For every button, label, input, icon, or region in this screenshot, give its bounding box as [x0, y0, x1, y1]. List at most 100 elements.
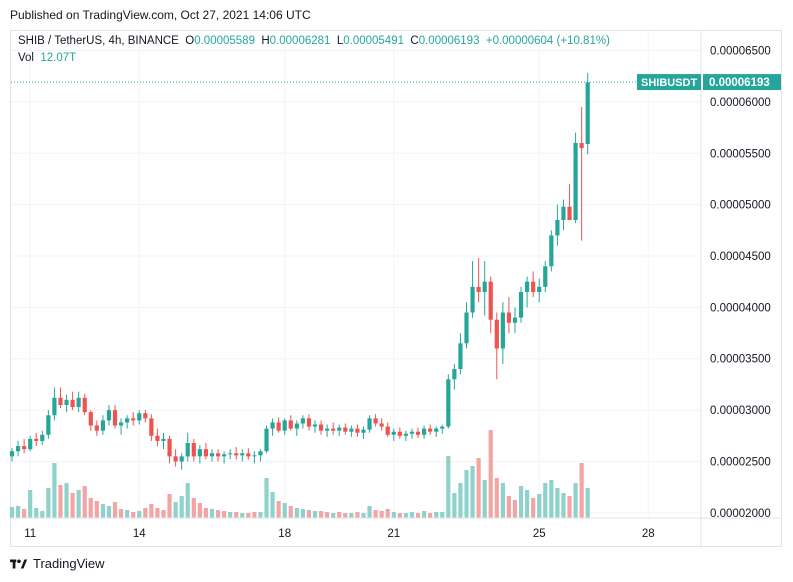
volume-bar [337, 512, 342, 518]
candle [343, 423, 348, 435]
open-label: O [185, 35, 195, 47]
candle [240, 449, 245, 462]
volume-bar [203, 508, 209, 518]
candle-body [58, 397, 63, 405]
volume-bar [361, 513, 366, 518]
candle-body [64, 399, 69, 405]
volume-bar [240, 513, 245, 518]
volume-bar [464, 470, 469, 518]
candle-body [137, 413, 142, 421]
candle [94, 420, 99, 436]
volume-bar [294, 508, 299, 518]
volume-bar [506, 496, 512, 518]
candle-body [325, 428, 330, 431]
candle-body [561, 206, 566, 221]
candle-body [537, 286, 542, 292]
candle [500, 302, 505, 364]
candle [112, 404, 118, 429]
low-value: 0.00005491 [343, 35, 404, 47]
volume-bar [185, 483, 190, 518]
volume-bar [94, 501, 99, 518]
volume-bar [276, 501, 281, 518]
candle [518, 286, 524, 323]
volume-bar [209, 509, 215, 518]
candle [40, 430, 45, 446]
price-badge-bg [703, 74, 781, 91]
candle [318, 420, 324, 435]
symbol-label[interactable]: SHIB / TetherUS, 4h, BINANCE [18, 35, 179, 47]
volume-bar [518, 486, 524, 518]
candle [137, 410, 142, 425]
volume-bar [22, 509, 27, 518]
volume-bar [434, 512, 439, 518]
candle-body [373, 418, 378, 424]
volume-bar [403, 513, 408, 518]
candle [46, 410, 51, 439]
candle-body [397, 431, 402, 436]
candle [458, 333, 463, 375]
footer-brand-label: TradingView [33, 556, 105, 571]
volume-bar [15, 506, 21, 518]
volume-bar [391, 512, 396, 518]
volume-bar [312, 511, 318, 518]
candle-body [112, 410, 118, 426]
volume-bar [215, 510, 221, 518]
price-axis: 0.00002000 0.00002500 0.00003000 0.00003500… [700, 31, 771, 546]
candle [9, 448, 15, 462]
candle [300, 415, 305, 429]
volume-bar [191, 498, 196, 518]
volume-bar [58, 485, 63, 518]
volume-bar [561, 493, 566, 518]
candle [276, 417, 281, 433]
candle [209, 449, 215, 462]
candle [58, 387, 63, 409]
candle [428, 424, 433, 435]
candle [106, 404, 112, 426]
candle-body [258, 451, 263, 456]
candle-body [403, 433, 408, 436]
candle-body [446, 379, 451, 427]
candle-body [488, 281, 493, 320]
volume-bar [246, 513, 251, 518]
candle-body [125, 418, 130, 423]
volume-bar [379, 511, 384, 518]
volume-bar [258, 512, 263, 518]
volume-bar [488, 430, 493, 518]
open-value: 0.00005589 [194, 35, 255, 47]
volume-bar [228, 512, 233, 518]
candle-body [500, 312, 505, 349]
candle [446, 374, 451, 429]
candle-body [228, 453, 233, 455]
volume-bar [264, 478, 269, 518]
volume-bar [331, 513, 336, 518]
y-tick-label: 0.00005500 [710, 148, 771, 160]
volume-label[interactable]: Vol [18, 52, 34, 64]
candle [234, 447, 239, 460]
volume-bar [428, 513, 433, 518]
low-label: L [336, 35, 344, 47]
candle [15, 440, 21, 457]
candle-body [203, 449, 209, 457]
candle [549, 230, 554, 272]
candle [312, 420, 318, 433]
change-value: +0.00000604 (+10.81%) [485, 35, 610, 47]
candle-body [209, 453, 215, 457]
candle-body [240, 453, 245, 456]
volume-bar [222, 511, 227, 518]
close-label: C [410, 35, 419, 47]
candle-body [391, 431, 396, 435]
volume-bar [70, 493, 75, 518]
candle [585, 73, 590, 155]
high-label: H [261, 35, 270, 47]
x-tick-label: 28 [642, 528, 655, 540]
candle [440, 424, 445, 434]
volume-bar [40, 511, 45, 518]
volume-bar [470, 466, 475, 518]
candle-body [143, 413, 148, 419]
volume-bar [446, 456, 451, 518]
candle-body [252, 455, 257, 457]
candle [28, 435, 33, 452]
volume-bar [397, 513, 402, 518]
footer-brand[interactable]: TradingView [10, 556, 105, 571]
